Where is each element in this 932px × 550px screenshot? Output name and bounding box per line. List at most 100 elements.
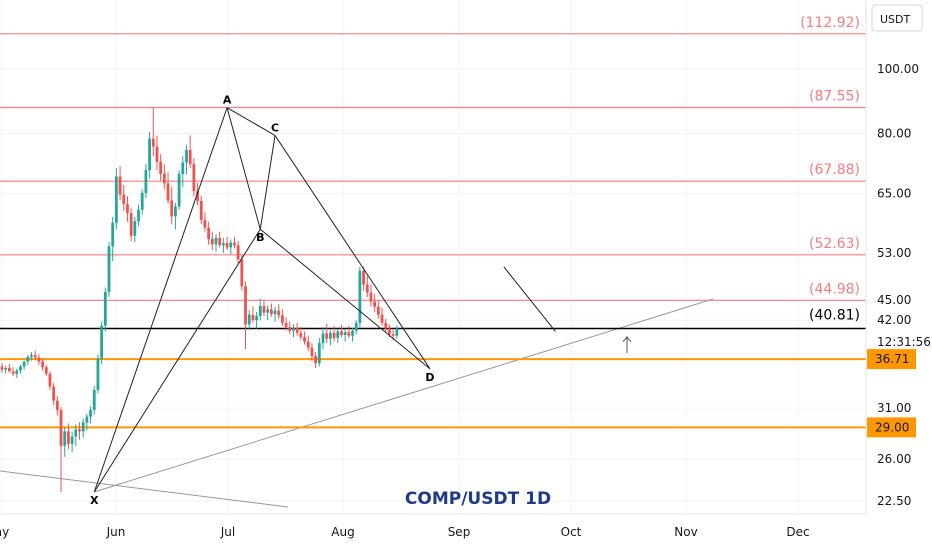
candle-body (166, 183, 170, 201)
candle (92, 385, 96, 415)
candle (214, 234, 218, 252)
candle-body (362, 270, 365, 285)
time-tick-label: Sep (448, 525, 471, 539)
candle-body (89, 409, 92, 417)
candle (185, 144, 188, 175)
candle (37, 354, 41, 365)
candle (41, 358, 44, 371)
candle-body (229, 242, 233, 248)
candle-body (44, 367, 48, 374)
pattern-leg-CD (274, 135, 431, 370)
candle-body (240, 259, 244, 287)
candle (170, 187, 174, 225)
candle (376, 300, 380, 319)
candle (15, 368, 19, 378)
candle-body (299, 332, 303, 338)
candle (384, 318, 388, 333)
candle-body (159, 161, 163, 174)
candle (103, 287, 107, 332)
pattern-leg-BC (259, 135, 276, 230)
time-tick-labels: ay Jun Jul Aug Sep Oct Nov Dec (0, 525, 810, 539)
pattern-point-D: D (425, 371, 434, 384)
candle-body (0, 366, 4, 370)
candle (140, 189, 144, 215)
candle (7, 363, 11, 373)
price-tick-label: 100.00 (877, 62, 919, 76)
pattern-leg-BD (259, 228, 431, 370)
pattern-leg-AC (226, 107, 276, 136)
candle (369, 284, 373, 307)
candle-body (336, 331, 340, 338)
candle-body (258, 306, 262, 317)
candle (74, 424, 78, 446)
fib-level-labels: (112.92) (87.55) (67.88) (52.63) (44.98) (40.… (800, 15, 860, 324)
support-price-badge: 29.00 (867, 417, 916, 438)
candle (137, 204, 140, 227)
candle-body (151, 138, 155, 147)
candle (273, 306, 277, 322)
candle-body (255, 316, 258, 321)
candle-body (192, 164, 196, 192)
candle-body (129, 213, 133, 236)
price-tick-label: 42.00 (877, 313, 911, 327)
candle (295, 322, 299, 336)
candle-body (4, 368, 8, 370)
candle (67, 423, 70, 450)
price-axis[interactable]: USDT 100.00 80.00 65.00 53.00 45.00 42.00 31.0… (865, 0, 932, 550)
candle-body (63, 431, 67, 446)
candle-body (126, 204, 129, 214)
candle-body (281, 315, 284, 323)
candle (63, 427, 67, 457)
candle (314, 352, 318, 369)
candle (199, 195, 203, 225)
candle (365, 275, 369, 297)
candle (122, 184, 126, 211)
candle (292, 324, 295, 338)
candle-body (174, 206, 177, 217)
price-tick-label: 65.00 (877, 187, 911, 201)
candle (166, 172, 170, 204)
candle-body (96, 358, 100, 390)
badge-label: 29.00 (875, 420, 909, 434)
candle-body (247, 314, 251, 325)
candle (19, 364, 22, 374)
time-axis[interactable]: ay Jun Jul Aug Sep Oct Nov Dec (0, 513, 866, 550)
candle-body (266, 309, 270, 313)
chart-title: COMP/USDT 1D (405, 489, 551, 509)
candle-body (15, 370, 19, 374)
candle-body (328, 332, 332, 339)
time-tick-label: Nov (674, 525, 697, 539)
fib-level-label: (44.98) (809, 281, 860, 297)
candle (22, 360, 26, 370)
up-arrow-icon (622, 336, 632, 353)
candle-body (244, 286, 247, 325)
candle (266, 305, 270, 321)
candle-body (70, 436, 74, 444)
candle-body (343, 332, 347, 336)
candle-body (188, 149, 192, 165)
candle-body (251, 314, 255, 321)
oct-down-trend-line (503, 266, 556, 332)
candle-body (199, 200, 203, 220)
candle-body (347, 332, 351, 336)
fib-level-label: (52.63) (809, 236, 860, 252)
candle-body (306, 341, 310, 348)
candle-body (273, 310, 277, 315)
candle (181, 156, 185, 188)
candle-body (7, 368, 11, 372)
candle (332, 325, 336, 342)
candle-body (295, 327, 299, 333)
candle-body (207, 227, 211, 239)
candle (277, 304, 281, 319)
badge-background (867, 349, 916, 370)
candle-body (177, 173, 181, 207)
candle (55, 396, 59, 416)
currency-selector[interactable]: USDT (871, 4, 923, 32)
candle-body (384, 322, 388, 329)
candle (126, 195, 129, 222)
candle-body (33, 355, 37, 358)
time-tick-label: Oct (561, 525, 582, 539)
candle (340, 325, 343, 338)
candle (262, 300, 266, 317)
